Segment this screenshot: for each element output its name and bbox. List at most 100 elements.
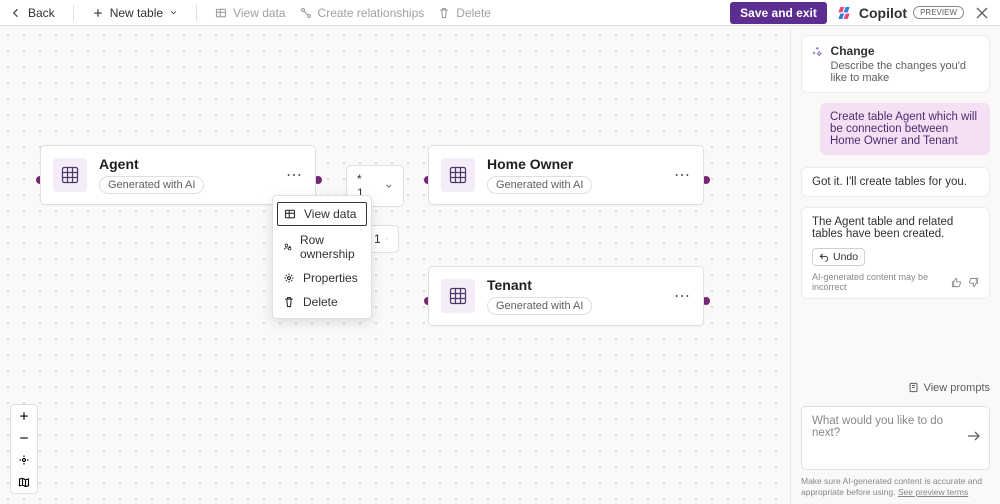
entity-body: Tenant Generated with AI <box>487 277 592 315</box>
table-grid-icon <box>448 286 468 306</box>
entity-body: Home Owner Generated with AI <box>487 156 592 194</box>
toolbar-separator <box>73 5 74 21</box>
ctx-item-view-data[interactable]: View data <box>277 202 367 226</box>
entity-title: Agent <box>99 156 139 172</box>
send-icon[interactable] <box>966 428 982 444</box>
ctx-item-row-ownership[interactable]: Row ownership <box>273 228 371 266</box>
table-icon <box>215 7 227 19</box>
delete-label: Delete <box>456 6 491 20</box>
view-prompts-label: View prompts <box>924 382 990 394</box>
thumbs-up-icon[interactable] <box>951 277 962 288</box>
copilot-header: Copilot PREVIEW <box>837 5 964 21</box>
trash-icon <box>438 7 450 19</box>
copilot-label: Copilot <box>859 5 907 21</box>
ai-badge: Generated with AI <box>487 297 592 315</box>
entity-title: Home Owner <box>487 156 573 172</box>
close-icon[interactable] <box>974 5 990 21</box>
minus-icon <box>18 432 30 444</box>
copilot-change-card[interactable]: Change Describe the changes you'd like t… <box>801 35 990 93</box>
create-relationships-button: Create relationships <box>300 6 425 20</box>
ctx-label: Delete <box>303 295 338 309</box>
ctx-item-properties[interactable]: Properties <box>273 266 371 290</box>
trash-icon <box>283 296 295 308</box>
copilot-icon <box>837 5 853 21</box>
ai-badge: Generated with AI <box>99 176 204 194</box>
map-icon <box>18 476 30 488</box>
copilot-reply: Got it. I'll create tables for you. <box>801 167 990 197</box>
ctx-label: View data <box>304 207 356 221</box>
ctx-item-delete[interactable]: Delete <box>273 290 371 314</box>
ctx-label: Row ownership <box>300 233 361 261</box>
entity-more-button[interactable]: ⋯ <box>666 165 691 185</box>
save-and-exit-button[interactable]: Save and exit <box>730 2 827 24</box>
copilot-input-area: What would you like to do next? <box>791 400 1000 474</box>
plus-icon <box>92 7 104 19</box>
delete-button: Delete <box>438 6 491 20</box>
new-table-label: New table <box>110 6 163 20</box>
erd-canvas[interactable]: Agent Generated with AI ⋯ Home Owner Gen… <box>0 27 790 504</box>
undo-icon <box>819 252 829 262</box>
table-grid-icon <box>60 165 80 185</box>
back-button[interactable]: Back <box>10 6 55 20</box>
arrow-left-icon <box>10 7 22 19</box>
toolbar-right: Save and exit Copilot PREVIEW <box>730 2 990 24</box>
ctx-label: Properties <box>303 271 358 285</box>
canvas-tools <box>10 404 38 494</box>
thumbs-down-icon[interactable] <box>968 277 979 288</box>
ai-note: AI-generated content may be incorrect <box>812 272 951 292</box>
top-toolbar: Back New table View data Create relation… <box>0 0 1000 26</box>
reply-text: Got it. I'll create tables for you. <box>812 176 967 188</box>
copilot-user-message: Create table Agent which will be connect… <box>820 103 990 155</box>
chevron-down-icon <box>169 8 178 17</box>
user-msg-text: Create table Agent which will be connect… <box>830 111 977 147</box>
copilot-footer: Make sure AI-generated content is accura… <box>791 474 1000 504</box>
toolbar-separator <box>196 5 197 21</box>
back-label: Back <box>28 6 55 20</box>
change-desc: Describe the changes you'd like to make <box>831 60 979 84</box>
chevron-down-icon <box>384 181 394 191</box>
create-rel-label: Create relationships <box>318 6 425 20</box>
table-grid-icon <box>448 165 468 185</box>
zoom-in-button[interactable] <box>11 405 37 427</box>
preview-terms-link[interactable]: See preview terms <box>898 487 968 497</box>
fit-icon <box>18 454 30 466</box>
zoom-out-button[interactable] <box>11 427 37 449</box>
copilot-panel: Change Describe the changes you'd like t… <box>790 27 1000 504</box>
reply-text: The Agent table and related tables have … <box>812 216 979 240</box>
copilot-reply: The Agent table and related tables have … <box>801 207 990 299</box>
entity-more-button[interactable]: ⋯ <box>666 286 691 306</box>
view-data-button: View data <box>215 6 285 20</box>
entity-card-home-owner[interactable]: Home Owner Generated with AI ⋯ <box>428 145 704 205</box>
save-exit-label: Save and exit <box>740 6 817 20</box>
preview-badge: PREVIEW <box>913 6 964 19</box>
undo-label: Undo <box>833 251 858 263</box>
ai-badge: Generated with AI <box>487 176 592 194</box>
person-lock-icon <box>283 241 292 253</box>
table-icon <box>284 208 296 220</box>
plus-icon <box>18 410 30 422</box>
input-placeholder: What would you like to do next? <box>812 415 943 439</box>
view-prompts-button[interactable]: View prompts <box>791 382 1000 400</box>
undo-button[interactable]: Undo <box>812 248 865 266</box>
chevron-down-icon <box>385 234 388 244</box>
copilot-conversation: Change Describe the changes you'd like t… <box>791 27 1000 382</box>
entity-context-menu: View data Row ownership Properties Delet… <box>272 195 372 319</box>
view-data-label: View data <box>233 6 285 20</box>
entity-card-tenant[interactable]: Tenant Generated with AI ⋯ <box>428 266 704 326</box>
entity-title: Tenant <box>487 277 532 293</box>
relationship-icon <box>300 7 312 19</box>
rel-label: 1 <box>374 232 381 246</box>
entity-body: Agent Generated with AI <box>99 156 204 194</box>
new-table-button[interactable]: New table <box>92 6 178 20</box>
entity-icon-box <box>53 158 87 192</box>
gear-icon <box>283 272 295 284</box>
map-button[interactable] <box>11 471 37 493</box>
book-icon <box>908 382 919 393</box>
entity-icon-box <box>441 279 475 313</box>
change-title: Change <box>831 44 979 58</box>
fit-button[interactable] <box>11 449 37 471</box>
entity-icon-box <box>441 158 475 192</box>
entity-more-button[interactable]: ⋯ <box>278 165 303 185</box>
toolbar-left: Back New table View data Create relation… <box>10 5 491 21</box>
copilot-input[interactable]: What would you like to do next? <box>801 406 990 470</box>
